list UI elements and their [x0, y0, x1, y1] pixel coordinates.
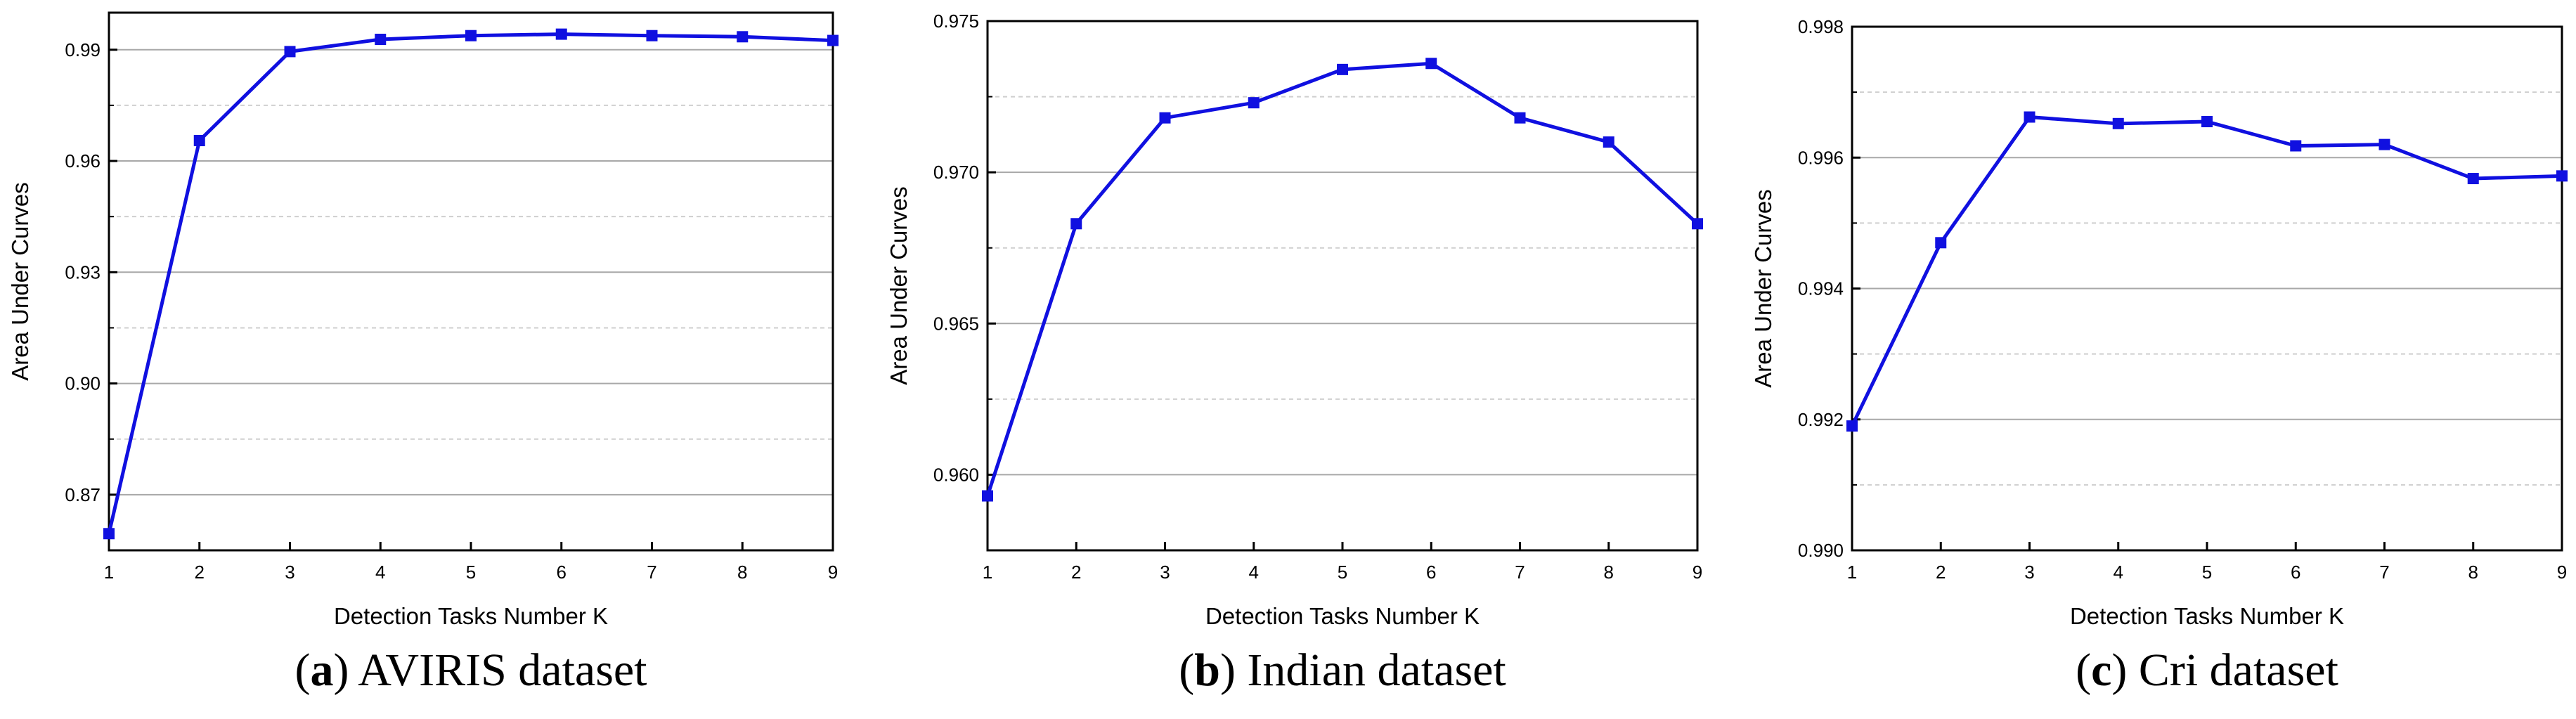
panel-caption: (a) AVIRIS dataset	[295, 644, 647, 696]
x-axis-title: Detection Tasks Number K	[2070, 603, 2344, 629]
data-point	[737, 31, 749, 43]
x-tick-label: 9	[828, 562, 838, 583]
x-tick-label: 2	[195, 562, 205, 583]
y-axis-title: Area Under Curves	[886, 186, 912, 384]
plot-frame	[108, 11, 834, 552]
data-point	[646, 30, 658, 41]
chart-panel-2: 1 2 3 4 5 6 7 8 9 0.960 0.965 0.970 0.975 Detection T…	[886, 11, 1703, 696]
y-tick-label: 0.960	[933, 464, 979, 485]
x-axis-title: Detection Tasks Number K	[334, 603, 608, 629]
data-point	[375, 33, 387, 45]
y-tick-label: 0.975	[933, 11, 979, 32]
x-tick-label: 3	[285, 562, 295, 583]
series-line	[1850, 115, 2563, 427]
x-tick-label: 1	[104, 562, 114, 583]
x-tick-label: 4	[1249, 562, 1259, 583]
x-tick-label: 1	[1847, 562, 1857, 583]
x-tick-label: 7	[1515, 562, 1525, 583]
panel-caption: (c) Cri dataset	[2076, 644, 2338, 696]
data-point	[193, 135, 205, 147]
y-tick-label: 0.99	[65, 39, 101, 60]
series-line	[107, 32, 834, 534]
y-axis-title: Area Under Curves	[7, 182, 33, 380]
y-tick-label: 0.996	[1798, 147, 1844, 168]
data-point	[1337, 63, 1348, 75]
x-axis-title: Detection Tasks Number K	[1205, 603, 1480, 629]
x-tick-label: 8	[2468, 562, 2478, 583]
x-tick-label: 4	[2114, 562, 2123, 583]
data-point	[1603, 136, 1614, 148]
chart-panel-3: 1 2 3 4 5 6 7 8 9 0.990 0.992 0.994 0.996 0.998 Detect…	[1750, 16, 2568, 696]
y-tick-label: 0.992	[1798, 409, 1844, 430]
data-point	[284, 46, 296, 58]
x-tick-label: 7	[2379, 562, 2389, 583]
x-tick-label: 2	[1936, 562, 1946, 583]
data-point	[1425, 58, 1437, 70]
x-tick-label: 4	[375, 562, 385, 583]
data-point	[465, 30, 477, 41]
chart-panel-1: 1 2 3 4 5 6 7 8 9 0.87 0.90 0.93 0.96 0.99 Detection T…	[7, 11, 839, 696]
x-tick-label: 1	[983, 562, 992, 583]
data-point	[2290, 140, 2302, 152]
x-tick-label: 8	[1604, 562, 1614, 583]
data-point	[103, 528, 115, 540]
x-tick-label: 7	[647, 562, 656, 583]
data-point	[1935, 237, 1947, 249]
x-tick-label: 6	[2291, 562, 2300, 583]
y-tick-label: 0.93	[65, 261, 101, 283]
data-point	[2556, 170, 2568, 182]
series-line	[985, 61, 1699, 497]
data-point	[555, 28, 567, 40]
x-tick-label: 6	[1426, 562, 1436, 583]
x-tick-label: 5	[466, 562, 476, 583]
y-tick-label: 0.87	[65, 484, 101, 505]
data-point	[827, 34, 839, 46]
x-tick-label: 6	[557, 562, 567, 583]
y-tick-label: 0.90	[65, 373, 101, 394]
data-point	[1248, 97, 1260, 109]
data-point	[1692, 218, 1703, 230]
data-point	[2201, 116, 2213, 128]
x-tick-label: 2	[1071, 562, 1081, 583]
data-point	[2378, 138, 2390, 150]
y-tick-label: 0.998	[1798, 16, 1844, 37]
x-tick-label: 9	[1692, 562, 1702, 583]
data-point	[2467, 173, 2479, 185]
data-point	[2024, 111, 2035, 123]
data-point	[1846, 420, 1858, 432]
x-tick-label: 5	[2202, 562, 2212, 583]
y-tick-label: 0.970	[933, 162, 979, 183]
data-point	[1514, 112, 1526, 124]
plot-frame	[986, 20, 1699, 552]
y-axis-title: Area Under Curves	[1750, 189, 1776, 387]
x-tick-label: 8	[737, 562, 747, 583]
y-tick-label: 0.994	[1798, 278, 1844, 299]
y-tick-label: 0.96	[65, 150, 101, 171]
x-tick-label: 5	[1338, 562, 1347, 583]
data-point	[1159, 112, 1171, 124]
x-tick-label: 3	[1160, 562, 1170, 583]
y-tick-label: 0.965	[933, 313, 979, 334]
data-point	[1070, 218, 1082, 230]
x-tick-label: 3	[2024, 562, 2034, 583]
x-tick-label: 9	[2557, 562, 2567, 583]
y-tick-label: 0.990	[1798, 540, 1844, 561]
data-point	[2112, 117, 2124, 129]
panel-caption: (b) Indian dataset	[1179, 644, 1506, 696]
data-point	[982, 490, 993, 502]
